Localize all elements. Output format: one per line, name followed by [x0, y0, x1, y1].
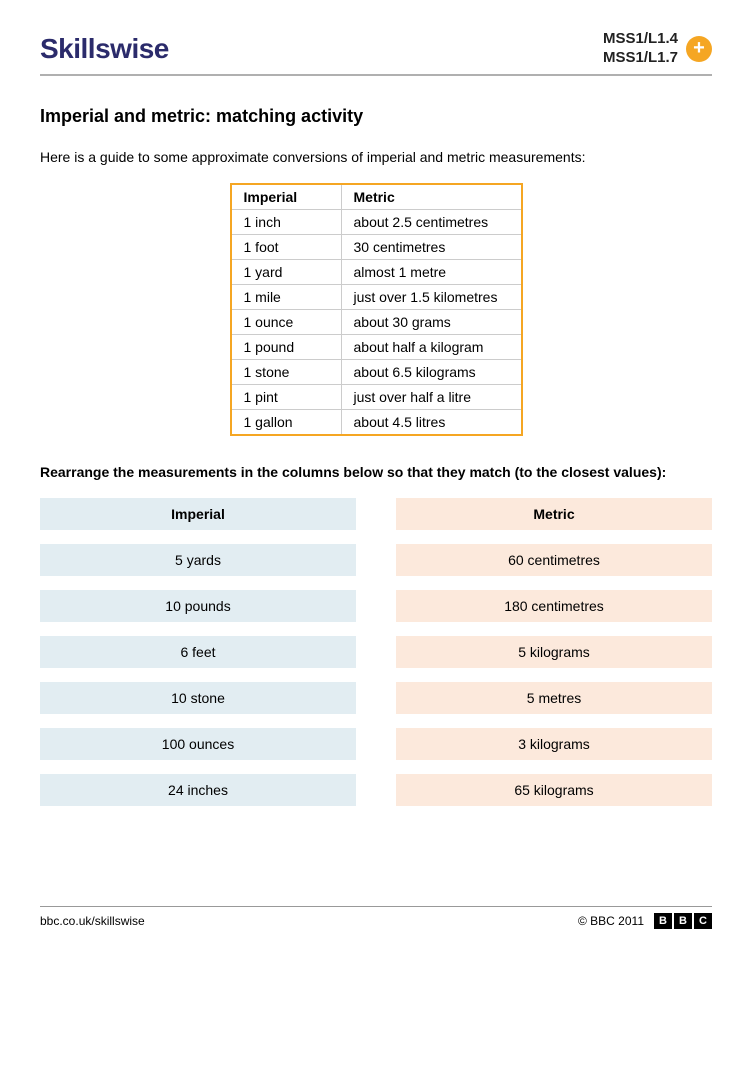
- table-cell-imperial: 1 stone: [231, 359, 342, 384]
- table-cell-imperial: 1 inch: [231, 209, 342, 234]
- header-right: MSS1/L1.4 MSS1/L1.7 +: [603, 30, 712, 68]
- matching-grid: Imperial Metric 5 yards 60 centimetres 1…: [40, 498, 712, 806]
- code-1: MSS1/L1.4: [603, 30, 678, 49]
- table-cell-imperial: 1 gallon: [231, 409, 342, 435]
- match-metric-item[interactable]: 3 kilograms: [396, 728, 712, 760]
- table-header-metric: Metric: [341, 184, 522, 210]
- table-cell-metric: just over half a litre: [341, 384, 522, 409]
- match-header-imperial: Imperial: [40, 498, 356, 530]
- plus-icon: +: [686, 36, 712, 62]
- table-cell-imperial: 1 foot: [231, 234, 342, 259]
- table-row: 1 milejust over 1.5 kilometres: [231, 284, 522, 309]
- table-row: 1 pintjust over half a litre: [231, 384, 522, 409]
- table-header-imperial: Imperial: [231, 184, 342, 210]
- table-cell-imperial: 1 mile: [231, 284, 342, 309]
- match-metric-item[interactable]: 5 kilograms: [396, 636, 712, 668]
- match-header-metric: Metric: [396, 498, 712, 530]
- table-row: 1 ounceabout 30 grams: [231, 309, 522, 334]
- footer-url: bbc.co.uk/skillswise: [40, 914, 145, 928]
- table-row: 1 stoneabout 6.5 kilograms: [231, 359, 522, 384]
- instruction-text: Rearrange the measurements in the column…: [40, 464, 712, 480]
- table-cell-imperial: 1 pint: [231, 384, 342, 409]
- page-title: Imperial and metric: matching activity: [40, 106, 712, 127]
- code-2: MSS1/L1.7: [603, 49, 678, 68]
- reference-codes: MSS1/L1.4 MSS1/L1.7: [603, 30, 678, 68]
- bbc-logo: B B C: [654, 913, 712, 929]
- footer-copyright: © BBC 2011: [578, 914, 644, 928]
- match-metric-item[interactable]: 65 kilograms: [396, 774, 712, 806]
- table-row: 1 gallonabout 4.5 litres: [231, 409, 522, 435]
- bbc-block: C: [694, 913, 712, 929]
- table-cell-metric: about 6.5 kilograms: [341, 359, 522, 384]
- bbc-block: B: [674, 913, 692, 929]
- bbc-block: B: [654, 913, 672, 929]
- table-row: 1 yardalmost 1 metre: [231, 259, 522, 284]
- match-imperial-item[interactable]: 100 ounces: [40, 728, 356, 760]
- match-imperial-item[interactable]: 24 inches: [40, 774, 356, 806]
- table-row: 1 foot30 centimetres: [231, 234, 522, 259]
- table-cell-metric: about 30 grams: [341, 309, 522, 334]
- table-cell-metric: about 2.5 centimetres: [341, 209, 522, 234]
- match-imperial-item[interactable]: 6 feet: [40, 636, 356, 668]
- table-cell-imperial: 1 pound: [231, 334, 342, 359]
- match-metric-item[interactable]: 5 metres: [396, 682, 712, 714]
- table-cell-metric: almost 1 metre: [341, 259, 522, 284]
- table-cell-metric: 30 centimetres: [341, 234, 522, 259]
- table-row: 1 poundabout half a kilogram: [231, 334, 522, 359]
- footer-right: © BBC 2011 B B C: [578, 913, 712, 929]
- match-imperial-item[interactable]: 10 pounds: [40, 590, 356, 622]
- match-imperial-item[interactable]: 10 stone: [40, 682, 356, 714]
- table-row: 1 inchabout 2.5 centimetres: [231, 209, 522, 234]
- table-cell-imperial: 1 ounce: [231, 309, 342, 334]
- page-footer: bbc.co.uk/skillswise © BBC 2011 B B C: [40, 906, 712, 929]
- table-cell-metric: just over 1.5 kilometres: [341, 284, 522, 309]
- table-cell-metric: about 4.5 litres: [341, 409, 522, 435]
- match-metric-item[interactable]: 60 centimetres: [396, 544, 712, 576]
- conversion-table: Imperial Metric 1 inchabout 2.5 centimet…: [230, 183, 523, 436]
- logo: Skillswise: [40, 33, 169, 65]
- intro-text: Here is a guide to some approximate conv…: [40, 149, 712, 165]
- page-header: Skillswise MSS1/L1.4 MSS1/L1.7 +: [40, 30, 712, 76]
- match-metric-item[interactable]: 180 centimetres: [396, 590, 712, 622]
- match-imperial-item[interactable]: 5 yards: [40, 544, 356, 576]
- table-cell-metric: about half a kilogram: [341, 334, 522, 359]
- table-cell-imperial: 1 yard: [231, 259, 342, 284]
